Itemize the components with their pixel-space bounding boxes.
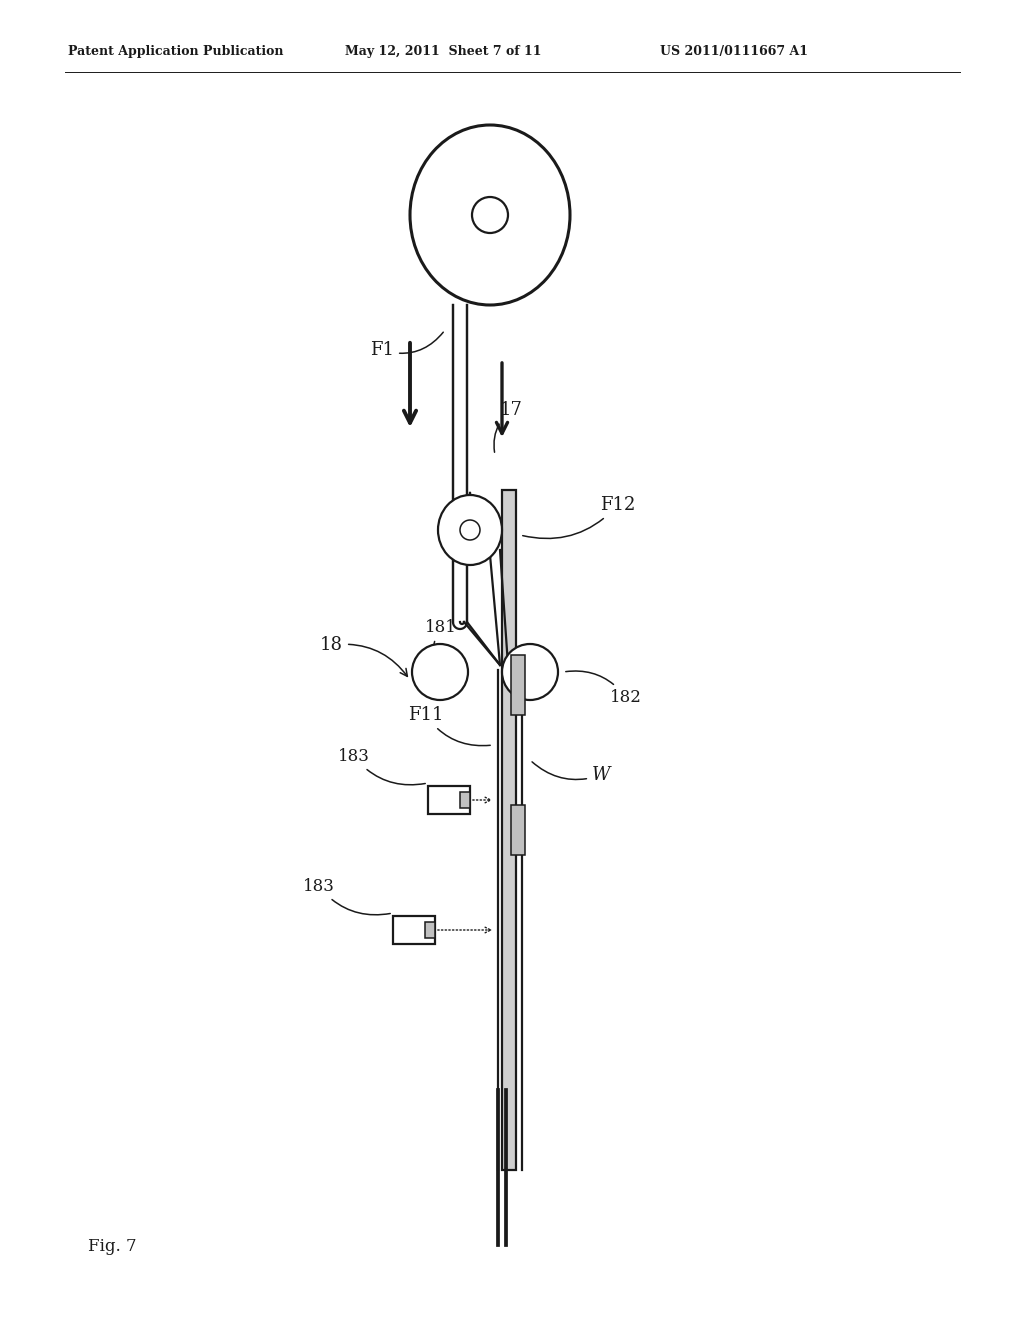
Text: 183: 183	[338, 748, 425, 785]
Text: Patent Application Publication: Patent Application Publication	[68, 45, 284, 58]
Circle shape	[412, 644, 468, 700]
Text: F12: F12	[522, 496, 635, 539]
Text: Fig. 7: Fig. 7	[88, 1238, 136, 1255]
Text: 18: 18	[319, 636, 408, 676]
Text: 183: 183	[303, 878, 390, 915]
Text: May 12, 2011  Sheet 7 of 11: May 12, 2011 Sheet 7 of 11	[345, 45, 542, 58]
Ellipse shape	[410, 125, 570, 305]
Bar	[511, 805, 525, 855]
Text: F11: F11	[408, 706, 490, 746]
Circle shape	[472, 197, 508, 234]
Bar	[502, 490, 516, 1170]
Circle shape	[502, 644, 558, 700]
Circle shape	[460, 520, 480, 540]
Bar	[511, 655, 525, 715]
Text: F1: F1	[370, 333, 443, 359]
Bar	[425, 921, 435, 939]
Text: 182: 182	[565, 671, 642, 706]
Text: 181: 181	[425, 619, 457, 675]
Bar	[460, 792, 470, 808]
Ellipse shape	[438, 495, 502, 565]
Bar	[428, 785, 470, 814]
Text: US 2011/0111667 A1: US 2011/0111667 A1	[660, 45, 808, 58]
Text: 17: 17	[494, 401, 523, 453]
Bar	[393, 916, 435, 944]
Text: W: W	[532, 762, 610, 784]
